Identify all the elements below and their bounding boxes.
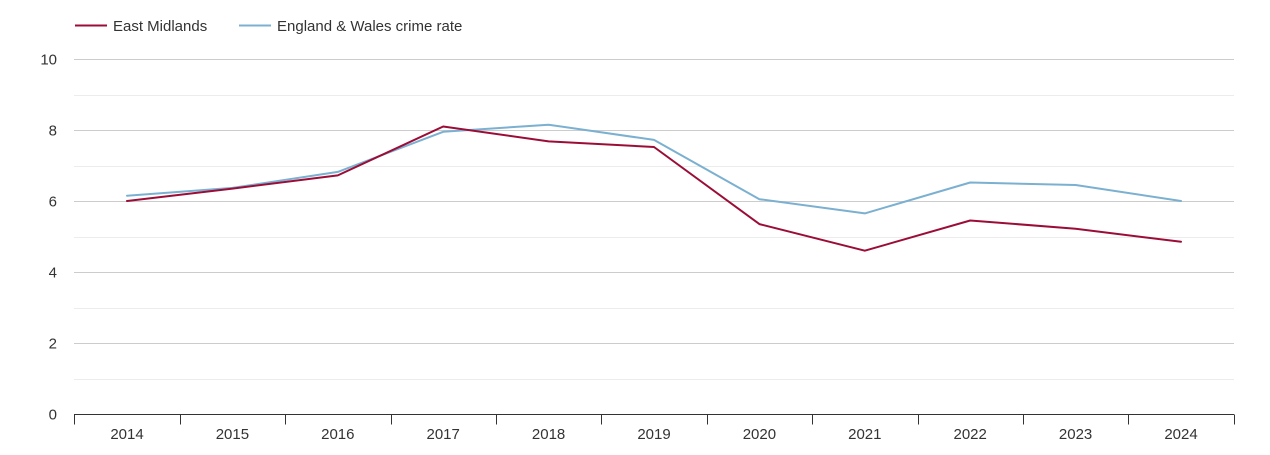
y-tick-label: 8 [49,123,57,140]
legend-item[interactable]: East Midlands [75,18,207,35]
x-tick-label: 2017 [427,426,460,443]
axes: 0 2 4 6 8 10 2014 2015 2016 2017 2018 2019 2020 2021 2… [40,52,1235,443]
series [126,123,1182,252]
x-tick-label: 2014 [110,426,143,443]
y-tick-label: 10 [40,52,57,69]
legend-label: East Midlands [113,18,207,35]
x-tick-label: 2024 [1164,426,1197,443]
y-tick-label: 2 [49,336,57,353]
x-tick-label: 2021 [848,426,881,443]
y-tick-label: 0 [49,407,57,424]
legend-item[interactable]: England & Wales crime rate [239,18,462,35]
legend[interactable]: East Midlands England & Wales crime rate [75,18,462,35]
y-tick-label: 6 [49,194,57,211]
x-tick-label: 2019 [637,426,670,443]
x-tick-label: 2016 [321,426,354,443]
x-tick-label: 2015 [216,426,249,443]
x-tick-label: 2023 [1059,426,1092,443]
x-tick-label: 2018 [532,426,565,443]
series-line-england-wales-crime-rate [126,123,1182,215]
legend-label: England & Wales crime rate [277,18,462,35]
y-tick-label: 4 [49,265,57,282]
x-tick-label: 2020 [743,426,776,443]
x-tick-label: 2022 [954,426,987,443]
grid [74,59,1234,380]
series-line-east-midlands [126,125,1182,252]
